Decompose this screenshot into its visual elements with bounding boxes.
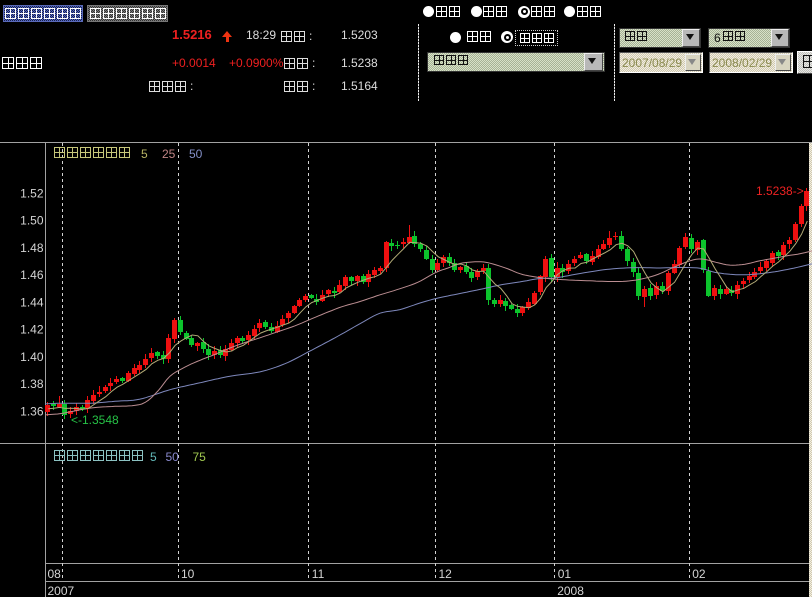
- svg-text:50: 50: [166, 450, 180, 464]
- svg-text:1.42: 1.42: [20, 323, 44, 337]
- svg-text:1.46: 1.46: [20, 268, 44, 282]
- svg-text:25: 25: [162, 147, 176, 161]
- svg-text:5: 5: [141, 147, 148, 161]
- svg-text:11: 11: [312, 567, 325, 581]
- svg-text:1.36: 1.36: [20, 404, 44, 418]
- svg-text:01: 01: [558, 567, 572, 581]
- svg-text:<-1.3548: <-1.3548: [71, 413, 119, 427]
- svg-text:75: 75: [193, 450, 207, 464]
- svg-text:1.52: 1.52: [20, 186, 44, 200]
- svg-text:12: 12: [439, 567, 453, 581]
- svg-text:2008: 2008: [557, 584, 584, 597]
- svg-text:1.40: 1.40: [20, 350, 44, 364]
- svg-text:2007: 2007: [48, 584, 75, 597]
- svg-text:02: 02: [692, 567, 706, 581]
- svg-text:50: 50: [189, 147, 203, 161]
- svg-text:1.44: 1.44: [20, 295, 44, 309]
- svg-text:1.50: 1.50: [20, 214, 44, 228]
- svg-text:1.48: 1.48: [20, 241, 44, 255]
- svg-text:10: 10: [181, 567, 195, 581]
- svg-text:1.5238->: 1.5238->: [756, 184, 804, 198]
- svg-text:08: 08: [48, 567, 62, 581]
- svg-text:1.38: 1.38: [20, 377, 44, 391]
- svg-text:5: 5: [150, 450, 157, 464]
